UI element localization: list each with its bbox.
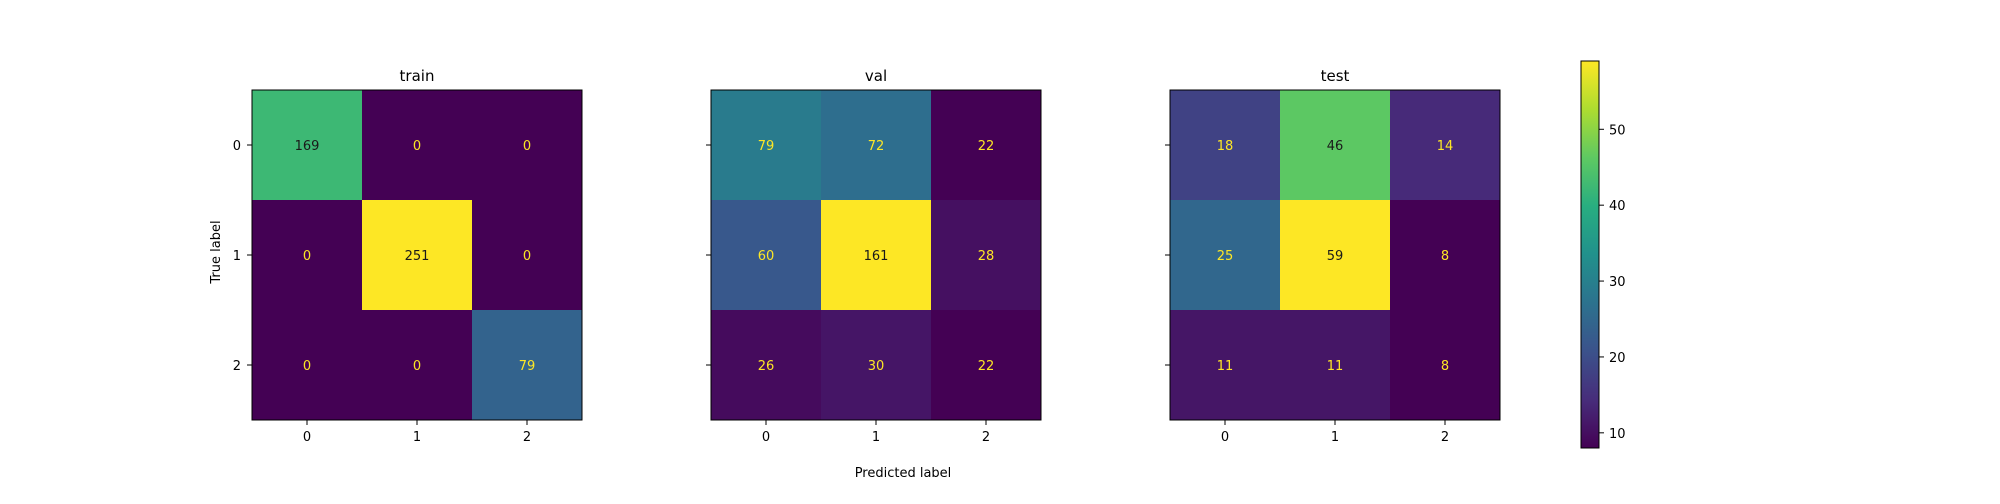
colorbar-tick-label: 50 [1609,123,1626,138]
matrix-cell [252,90,362,200]
y-tick-label: 0 [233,139,241,154]
cell-value: 79 [519,359,536,374]
matrix-cell [931,90,1041,200]
matrix-cell [1280,90,1390,200]
cell-value: 251 [405,249,430,264]
matrix-cell [252,310,362,420]
matrix-cell [1390,90,1500,200]
x-axis-label: Predicted label [855,466,952,481]
cell-value: 25 [1217,249,1234,264]
matrix-cell [1170,90,1280,200]
cell-value: 28 [978,249,995,264]
panel-title: train [400,67,435,85]
cell-value: 161 [864,249,889,264]
cell-value: 30 [868,359,885,374]
cell-value: 11 [1217,359,1234,374]
colorbar-tick-label: 40 [1609,199,1626,214]
matrix-cell [931,310,1041,420]
colorbar-gradient [1580,60,1600,449]
cell-value: 0 [303,249,311,264]
matrix-cell [711,90,821,200]
cell-value: 26 [758,359,775,374]
matrix-cell [362,90,472,200]
x-tick-label: 2 [523,430,531,445]
x-tick-label: 0 [1221,430,1229,445]
x-tick-label: 0 [762,430,770,445]
matrix-cell [472,200,582,310]
matrix-cell [1390,310,1500,420]
matrix-cell [821,200,931,310]
cell-value: 0 [523,249,531,264]
matrix-cell [821,90,931,200]
colorbar-tick-label: 10 [1609,427,1626,442]
matrix-cell [1170,200,1280,310]
x-tick-label: 2 [1441,430,1449,445]
matrix-cell [472,310,582,420]
colorbar: 10 20 30 40 50 [1580,60,1626,449]
cell-value: 0 [523,139,531,154]
matrix-cell [252,200,362,310]
x-tick-label: 1 [413,430,421,445]
matrix-cell [362,200,472,310]
panel-train: train 169 0 0 0 251 0 0 0 79 0 1 2 0 1 2 [233,67,583,445]
colorbar-tick-label: 20 [1609,351,1626,366]
cell-value: 72 [868,139,885,154]
cell-value: 59 [1327,249,1344,264]
cell-value: 0 [413,359,421,374]
matrix-cell [1280,310,1390,420]
cell-value: 8 [1441,359,1449,374]
cell-value: 0 [413,139,421,154]
matrix-cell [1280,200,1390,310]
cell-value: 8 [1441,249,1449,264]
matrix-cell [711,200,821,310]
matrix-cell [362,310,472,420]
panel-title: test [1321,67,1350,85]
cell-value: 11 [1327,359,1344,374]
cell-value: 46 [1327,139,1344,154]
cell-value: 22 [978,359,995,374]
panel-val: val 79 72 22 60 161 28 26 30 22 0 1 2 [706,67,1042,445]
cell-value: 14 [1437,139,1454,154]
matrix-cell [711,310,821,420]
cell-value: 0 [303,359,311,374]
y-axis-label: True label [209,220,224,284]
cell-value: 79 [758,139,775,154]
cell-value: 22 [978,139,995,154]
y-tick-label: 1 [233,249,241,264]
matrix-cell [821,310,931,420]
y-tick-label: 2 [233,359,241,374]
cell-value: 60 [758,249,775,264]
x-tick-label: 2 [982,430,990,445]
panel-title: val [865,67,887,85]
colorbar-tick-label: 30 [1609,275,1626,290]
cell-value: 18 [1217,139,1234,154]
matrix-cell [1390,200,1500,310]
panel-test: test 18 46 14 25 59 8 11 11 8 0 1 2 [1165,67,1501,445]
matrix-cell [931,200,1041,310]
matrix-cell [1170,310,1280,420]
x-tick-label: 0 [303,430,311,445]
matrix-cell [472,90,582,200]
x-tick-label: 1 [1331,430,1339,445]
x-tick-label: 1 [872,430,880,445]
cell-value: 169 [295,139,320,154]
